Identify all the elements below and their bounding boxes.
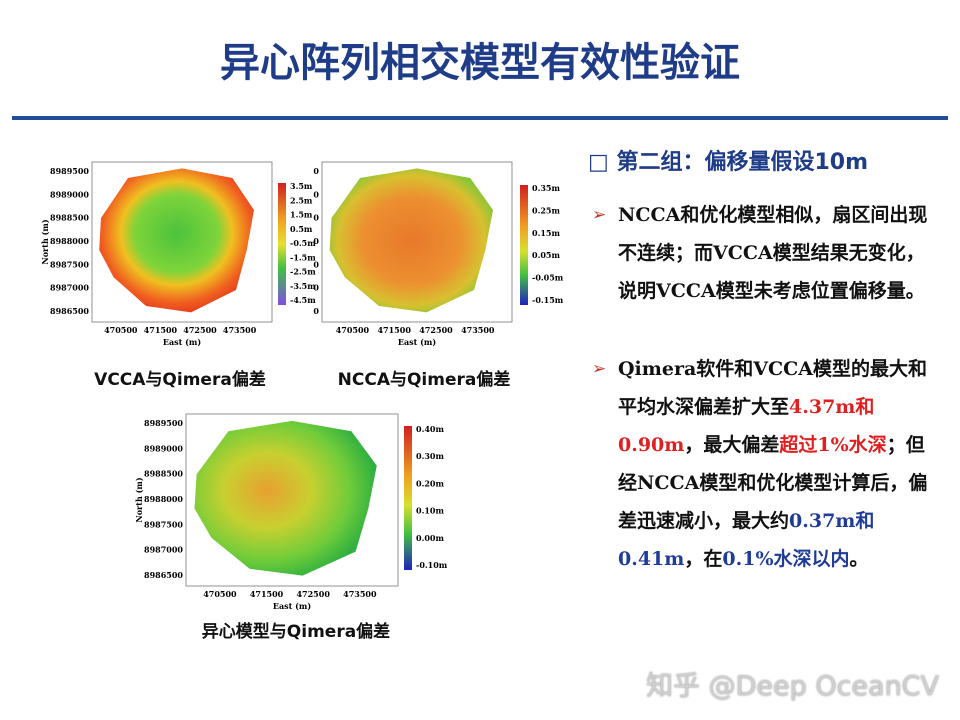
x-axis-label: East (m) [163,337,202,347]
text-run: ，在 [684,548,723,570]
x-tick-label: 473500 [223,325,257,335]
x-tick-label: 472500 [419,325,453,335]
y-tick-label: 8988500 [50,213,89,223]
y-tick-label: 8987000 [144,545,183,555]
y-tick-label: 8987000 [50,283,89,293]
y-tick-label: 8989000 [144,443,183,453]
y-tick-label: 8989500 [144,418,183,428]
section-heading: □ 第二组：偏移量假设10m [588,144,868,176]
x-tick-label: 470500 [336,325,370,335]
heading-text: 第二组：偏移量假设10m [616,150,868,175]
x-tick-label: 470500 [104,325,138,335]
text-run: 。 [849,548,869,570]
text-run: Qimera软件和VCCA模型的最大和平均水深偏差扩大至 [618,358,928,418]
y-tick-label: 8986500 [144,570,183,580]
colorbar [520,185,528,305]
y-tick-label: 0 [313,213,319,223]
depth-map [99,168,254,313]
colorbar-label: 0.15m [532,228,560,238]
x-tick-label: 472500 [296,589,330,599]
colorbar-label: 0.30m [416,451,444,461]
y-tick-label: 8987500 [144,519,183,529]
y-tick-label: 0 [313,236,319,246]
y-tick-label: 0 [313,189,319,199]
box-icon: □ [588,150,617,175]
x-tick-label: 473500 [343,589,377,599]
y-axis-label: North (m) [134,477,144,522]
colorbar-label: 3.5m [290,181,313,191]
figures: 8989500 8989000 8988500 8988000 8987500 89870… [40,161,564,642]
depth-map [194,420,377,576]
colorbar-label: -0.15m [532,295,564,305]
arrow-icon: ➢ [592,359,607,379]
colorbar-label: -0.5m [290,238,316,248]
text-run: 0.37m和0.41m [618,510,875,570]
bullet-text: NCCA和优化模型相似，扇区间出现不连续；而VCCA模型结果无变化，说明VCCA… [618,196,938,310]
text-run: 超过1%水深 [779,434,887,456]
y-tick-label: 0 [313,259,319,269]
depth-map [329,168,493,313]
colorbar-label: 0.05m [532,250,560,260]
y-tick-label: 8988000 [144,494,183,504]
x-tick-label: 473500 [461,325,495,335]
slide-title: 异心阵列相交模型有效性验证 [220,40,740,86]
colorbar-label: 0.10m [416,506,444,516]
y-tick-label: 8986500 [50,306,89,316]
colorbar-label: -0.05m [532,273,564,283]
x-tick-label: 470500 [203,589,237,599]
y-tick-label: 8988000 [50,236,89,246]
colorbar-label: 0.20m [416,478,444,488]
colorbar-label: -4.5m [290,295,316,305]
colorbar-label: -0.10m [416,560,448,570]
colorbar-label: 0.00m [416,533,444,543]
colorbar-label: 0.40m [416,424,444,434]
x-tick-label: 471500 [250,589,284,599]
y-tick-label: 8987500 [50,259,89,269]
y-tick-label: 8989500 [50,166,89,176]
y-tick-label: 0 [313,306,319,316]
text-run: 4.37m和0.90m [618,396,875,456]
arrow-icon: ➢ [592,205,607,225]
bullet: ➢ NCCA和优化模型相似，扇区间出现不连续；而VCCA模型结果无变化，说明VCC… [592,196,938,310]
y-tick-label: 8989000 [50,189,89,199]
colorbar [278,183,286,305]
y-tick-label: 0 [313,166,319,176]
x-axis-label: East (m) [398,337,437,347]
colorbar-label: 0.35m [532,183,560,193]
y-tick-label: 8988500 [144,469,183,479]
title-rule [12,116,948,120]
colorbar-label: 0.25m [532,205,560,215]
colorbar-label: 0.5m [290,224,313,234]
colorbar-label: 1.5m [290,210,313,220]
colorbar-label: -1.5m [290,252,316,262]
colorbar-label: -3.5m [290,281,316,291]
bullet: ➢ Qimera软件和VCCA模型的最大和平均水深偏差扩大至4.37m和0.90m… [592,350,938,578]
x-tick-label: 471500 [144,325,178,335]
bullet-text: Qimera软件和VCCA模型的最大和平均水深偏差扩大至4.37m和0.90m，… [618,350,938,578]
x-tick-label: 471500 [377,325,411,335]
colorbar [404,426,412,570]
figure-caption: 异心模型与Qimera偏差 [202,621,390,642]
figure-caption: VCCA与Qimera偏差 [94,369,266,390]
x-axis-label: East (m) [273,601,312,611]
figure-caption: NCCA与Qimera偏差 [338,369,511,390]
text-run: 0.1%水深以内 [722,548,850,570]
y-axis-label: North (m) [40,219,50,264]
x-tick-label: 472500 [183,325,217,335]
text-run: ，最大偏差 [684,434,780,456]
text-run: NCCA和优化模型相似，扇区间出现不连续；而VCCA模型结果无变化，说明VCCA… [618,204,928,302]
text-run: ；但经NCCA模型和优化模型计算后，偏差迅速减小，最大约 [618,434,928,532]
y-tick-label: 0 [313,283,319,293]
watermark: 知乎 @Deep OceanCV [646,671,940,702]
colorbar-label: 2.5m [290,195,313,205]
colorbar-label: -2.5m [290,267,316,277]
